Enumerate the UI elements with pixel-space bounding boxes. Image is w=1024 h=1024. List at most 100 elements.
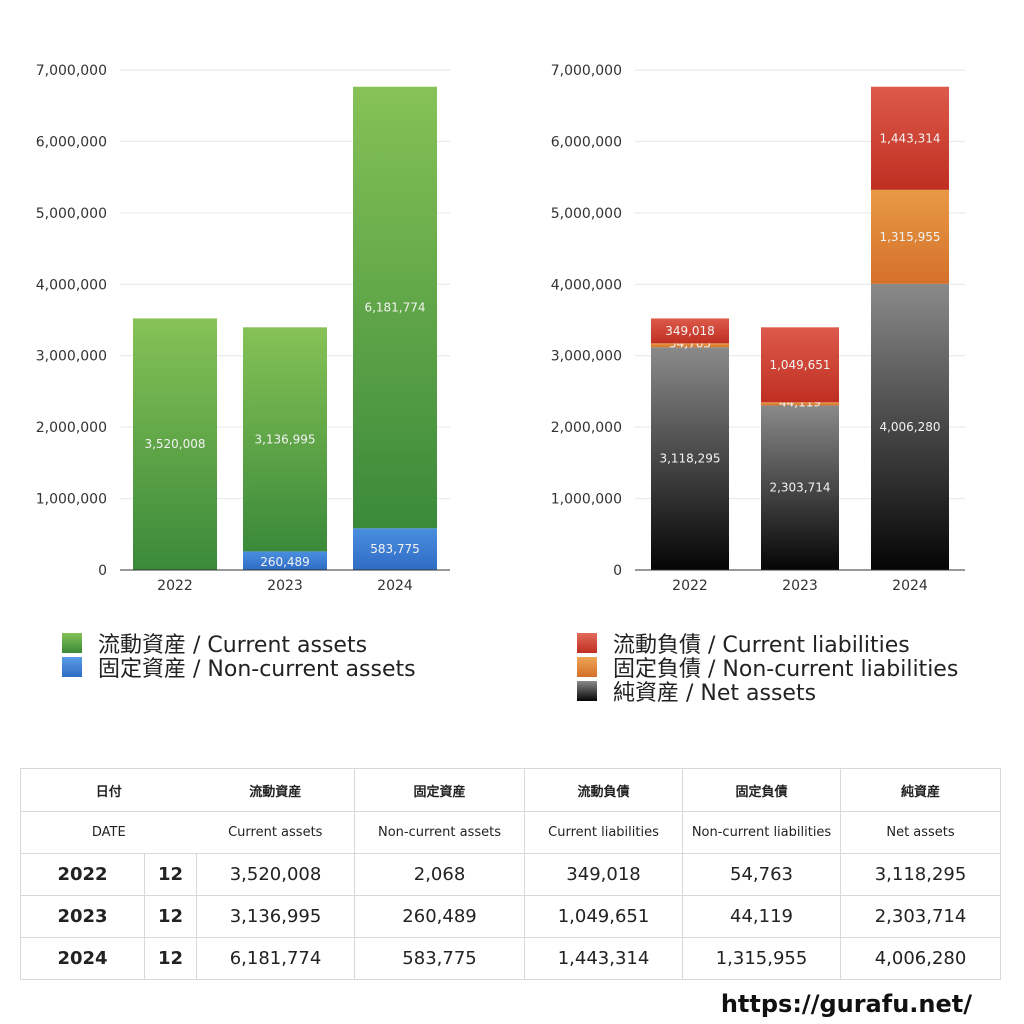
- row-year: 2022: [20, 853, 145, 896]
- charts-area: 0 1,000,000 2,000,000 3,000,000 4,000,000 5,0…: [36, 63, 965, 594]
- data-label: 3,520,008: [144, 437, 205, 451]
- data-label: 1,049,651: [769, 358, 830, 372]
- legend-item-current-assets: 流動資産 / Current assets: [62, 631, 416, 658]
- header-current-liabilities: 流動負債: [524, 768, 684, 812]
- y-tick-label: 0: [613, 563, 622, 579]
- y-tick-label: 3,000,000: [551, 349, 622, 365]
- legend-liabilities: 流動負債 / Current liabilities 固定負債 / Non-cu…: [577, 631, 958, 706]
- legend-swatch: [62, 633, 82, 653]
- row-year: 2024: [20, 937, 145, 980]
- bar-segment: [651, 318, 729, 344]
- assets-chart: 0 1,000,000 2,000,000 3,000,000 4,000,000 5,0…: [36, 63, 450, 594]
- cell-non-current-liabilities: 1,315,955: [682, 937, 842, 980]
- legend-item-non-current-assets: 固定資産 / Non-current assets: [62, 655, 416, 682]
- legend-label: 流動資産 / Current assets: [98, 633, 368, 658]
- y-tick-label: 5,000,000: [551, 206, 622, 222]
- data-label: 4,006,280: [879, 420, 940, 434]
- cell-current-assets: 6,181,774: [196, 937, 356, 980]
- table-header-ja: 日付 流動資産 固定資産 流動負債 固定負債 純資産: [19, 768, 1002, 812]
- bar-segment: [761, 327, 839, 403]
- cell-current-liabilities: 349,018: [524, 853, 684, 896]
- legend-item-current-liabilities: 流動負債 / Current liabilities: [577, 631, 958, 658]
- bar-segment: [243, 327, 327, 552]
- data-label: 1,443,314: [879, 131, 940, 145]
- data-label: 2,303,714: [769, 481, 830, 495]
- bar-segment: [133, 318, 217, 570]
- cell-non-current-liabilities: 44,119: [682, 895, 842, 938]
- source-link[interactable]: https://gurafu.net/: [720, 990, 972, 1018]
- y-tick-label: 2,000,000: [36, 420, 107, 436]
- header-non-current-liabilities-en: Non-current liabilities: [682, 811, 842, 854]
- cell-non-current-liabilities: 54,763: [682, 853, 842, 896]
- header-non-current-liabilities: 固定負債: [682, 768, 842, 812]
- data-label: 583,775: [370, 542, 420, 556]
- data-label: 3,118,295: [659, 452, 720, 466]
- cell-net-assets: 4,006,280: [840, 937, 1002, 980]
- y-tick-label: 3,000,000: [36, 349, 107, 365]
- x-tick-label: 2024: [892, 578, 928, 594]
- bar-segment: [871, 86, 949, 190]
- row-month: 12: [143, 853, 198, 896]
- cell-non-current-assets: 583,775: [354, 937, 526, 980]
- table-header-en: DATE Current assets Non-current assets C…: [19, 811, 1002, 854]
- data-label: 6,181,774: [364, 301, 425, 315]
- row-month: 12: [143, 895, 198, 938]
- y-tick-label: 1,000,000: [551, 492, 622, 508]
- legend-swatch: [577, 681, 597, 701]
- bar-segment: [761, 402, 839, 406]
- header-date: 日付: [19, 768, 197, 812]
- bar-segment: [353, 86, 437, 529]
- legend-item-non-current-liabilities: 固定負債 / Non-current liabilities: [577, 655, 958, 682]
- data-label: 3,136,995: [254, 432, 315, 446]
- legend-label: 固定資産 / Non-current assets: [98, 657, 416, 682]
- x-tick-label: 2022: [672, 578, 708, 594]
- x-tick-label: 2024: [377, 578, 413, 594]
- y-tick-label: 6,000,000: [36, 134, 107, 150]
- cell-current-liabilities: 1,049,651: [524, 895, 684, 938]
- header-current-liabilities-en: Current liabilities: [524, 811, 684, 854]
- x-tick-label: 2023: [267, 578, 303, 594]
- legend-item-net-assets: 純資産 / Net assets: [577, 679, 958, 706]
- header-current-assets-en: Current assets: [196, 811, 356, 854]
- y-tick-label: 0: [98, 563, 107, 579]
- x-tick-label: 2022: [157, 578, 193, 594]
- legend-label: 純資産 / Net assets: [613, 681, 817, 706]
- row-year: 2023: [20, 895, 145, 938]
- bar-segment: [871, 189, 949, 284]
- data-label: 349,018: [665, 324, 715, 338]
- row-month: 12: [143, 937, 198, 980]
- bar-segment: [651, 347, 729, 570]
- data-label: 1,315,955: [879, 230, 940, 244]
- cell-net-assets: 3,118,295: [840, 853, 1002, 896]
- header-date-en: DATE: [19, 811, 197, 854]
- header-non-current-assets: 固定資産: [354, 768, 526, 812]
- cell-non-current-assets: 260,489: [354, 895, 526, 938]
- header-non-current-assets-en: Non-current assets: [354, 811, 526, 854]
- y-tick-label: 5,000,000: [36, 206, 107, 222]
- cell-current-liabilities: 1,443,314: [524, 937, 684, 980]
- y-tick-label: 6,000,000: [551, 134, 622, 150]
- data-label: 260,489: [260, 555, 310, 569]
- legend-swatch: [577, 633, 597, 653]
- y-tick-label: 4,000,000: [551, 277, 622, 293]
- y-tick-label: 7,000,000: [36, 63, 107, 79]
- y-tick-label: 2,000,000: [551, 420, 622, 436]
- bar-segment: [353, 528, 437, 570]
- y-tick-label: 1,000,000: [36, 492, 107, 508]
- legend-assets: 流動資産 / Current assets 固定資産 / Non-current…: [62, 631, 416, 682]
- table-row: 2023 12 3,136,995 260,489 1,049,651 44,1…: [20, 895, 1002, 938]
- y-tick-label: 7,000,000: [551, 63, 622, 79]
- cell-net-assets: 2,303,714: [840, 895, 1002, 938]
- cell-current-assets: 3,136,995: [196, 895, 356, 938]
- header-net-assets-en: Net assets: [840, 811, 1002, 854]
- bar-segment: [243, 551, 327, 570]
- legend-label: 固定負債 / Non-current liabilities: [613, 657, 959, 682]
- x-tick-label: 2023: [782, 578, 818, 594]
- liabilities-net-assets-chart: 0 1,000,000 2,000,000 3,000,000 4,000,000 5,0…: [551, 63, 965, 594]
- legend-label: 流動負債 / Current liabilities: [613, 633, 910, 658]
- header-net-assets: 純資産: [840, 768, 1002, 812]
- bar-segment: [761, 405, 839, 570]
- table-row: 2024 12 6,181,774 583,775 1,443,314 1,31…: [20, 937, 1002, 980]
- legend-swatch: [577, 657, 597, 677]
- table-row: 2022 12 3,520,008 2,068 349,018 54,763 3…: [20, 853, 1002, 896]
